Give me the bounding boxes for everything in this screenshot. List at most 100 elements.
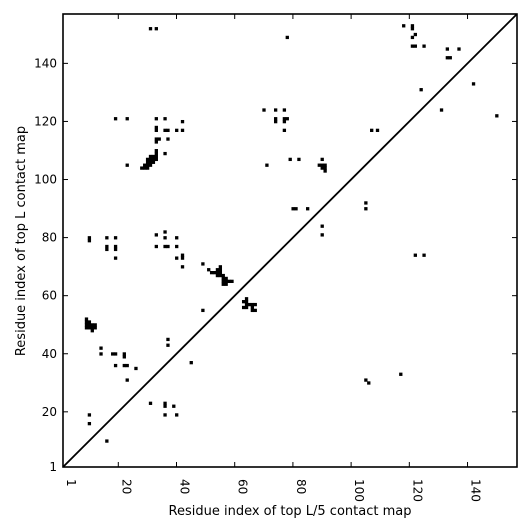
contact-point-lower xyxy=(221,273,225,278)
x-tick-label: 140 xyxy=(469,479,483,502)
contact-point-upper xyxy=(154,140,158,144)
contact-point-lower xyxy=(215,273,220,278)
y-tick-label: 20 xyxy=(42,405,57,419)
contact-point-upper xyxy=(148,160,153,164)
contact-point-lower xyxy=(221,279,225,284)
x-tick-label: 100 xyxy=(352,479,366,502)
contact-point-lower xyxy=(241,305,246,310)
contact-point-upper xyxy=(154,128,158,133)
contact-point-upper xyxy=(320,233,324,237)
contact-point-lower xyxy=(163,236,167,240)
contact-point-upper xyxy=(125,163,129,167)
contact-point-upper xyxy=(140,166,144,170)
contact-point-lower xyxy=(163,244,167,249)
contact-point-upper xyxy=(151,160,156,164)
contact-point-lower xyxy=(201,308,205,313)
contact-point-upper xyxy=(273,117,278,121)
contact-point-lower xyxy=(247,302,252,307)
contact-point-upper xyxy=(306,207,310,211)
contact-point-upper xyxy=(145,160,150,164)
contact-point-upper xyxy=(364,207,368,211)
contact-point-lower xyxy=(113,363,118,368)
contact-point-upper xyxy=(113,117,118,121)
contact-point-lower xyxy=(422,253,426,257)
contact-point-lower xyxy=(218,270,223,275)
contact-point-upper xyxy=(285,35,289,40)
contact-point-upper xyxy=(163,117,167,121)
contact-point-upper xyxy=(439,108,444,112)
y-axis-label: Residue index of top L contact map xyxy=(14,126,29,356)
contact-point-upper xyxy=(323,169,327,173)
contact-point-upper xyxy=(157,137,161,141)
contact-point-upper xyxy=(419,88,423,92)
contact-point-upper xyxy=(410,35,415,40)
contact-point-upper xyxy=(410,27,415,31)
contact-point-upper xyxy=(282,128,287,133)
contact-point-upper xyxy=(273,119,278,124)
contact-point-lower xyxy=(122,363,126,368)
contact-point-upper xyxy=(145,166,150,170)
contact-point-lower xyxy=(105,247,109,252)
contact-point-upper xyxy=(297,157,301,162)
contact-point-lower xyxy=(113,352,118,356)
contact-point-upper xyxy=(323,166,327,170)
contact-point-lower xyxy=(113,244,118,249)
y-tick-label: 1 xyxy=(49,460,57,474)
y-tick-label: 120 xyxy=(34,114,57,128)
contact-point-upper xyxy=(273,108,278,112)
contact-point-lower xyxy=(87,323,92,327)
contact-point-upper xyxy=(294,207,298,211)
contact-point-upper xyxy=(291,207,295,211)
contact-point-upper xyxy=(151,157,156,162)
contact-point-lower xyxy=(215,268,220,272)
contact-point-upper xyxy=(457,47,461,51)
y-tick-label: 140 xyxy=(34,56,57,70)
contact-point-upper xyxy=(370,128,374,133)
contact-point-upper xyxy=(154,151,158,156)
contact-point-upper xyxy=(154,125,158,130)
contact-point-lower xyxy=(113,247,118,252)
contact-point-lower xyxy=(364,378,368,382)
contact-point-lower xyxy=(113,236,118,240)
contact-point-upper xyxy=(163,128,167,133)
contact-point-upper xyxy=(166,137,170,141)
contact-point-lower xyxy=(244,297,249,301)
contact-point-upper xyxy=(320,163,324,167)
contact-point-lower xyxy=(105,236,109,240)
contact-point-upper xyxy=(154,117,158,121)
contact-point-upper xyxy=(154,154,158,159)
contact-point-lower xyxy=(218,268,223,272)
contact-point-lower xyxy=(180,265,185,269)
contact-point-upper xyxy=(375,128,380,133)
contact-point-lower xyxy=(87,236,92,240)
contact-point-upper xyxy=(180,119,185,124)
contact-point-lower xyxy=(84,320,89,324)
contact-point-upper xyxy=(317,163,321,167)
contact-point-upper xyxy=(320,157,324,162)
contact-point-upper xyxy=(320,224,324,228)
x-tick-label: 120 xyxy=(410,479,424,502)
contact-point-upper xyxy=(180,128,185,133)
contact-point-upper xyxy=(495,114,499,118)
contact-point-lower xyxy=(250,305,255,310)
contact-point-upper xyxy=(163,151,167,156)
contact-point-lower xyxy=(111,352,115,356)
contact-point-lower xyxy=(253,302,257,307)
contact-point-lower xyxy=(250,302,255,307)
contact-point-lower xyxy=(175,413,179,417)
contact-point-upper xyxy=(143,166,147,170)
contact-point-upper xyxy=(320,166,324,170)
contact-point-lower xyxy=(163,230,167,234)
contact-point-lower xyxy=(87,421,92,426)
contact-point-lower xyxy=(250,308,255,313)
contact-point-lower xyxy=(87,239,92,243)
contact-point-lower xyxy=(166,343,170,347)
contact-point-upper xyxy=(288,157,292,162)
contact-point-lower xyxy=(227,279,231,284)
contact-point-lower xyxy=(175,256,179,260)
contact-point-lower xyxy=(224,279,228,284)
contact-point-lower xyxy=(166,337,170,342)
contact-point-upper xyxy=(148,163,153,167)
contact-point-upper xyxy=(166,128,170,133)
